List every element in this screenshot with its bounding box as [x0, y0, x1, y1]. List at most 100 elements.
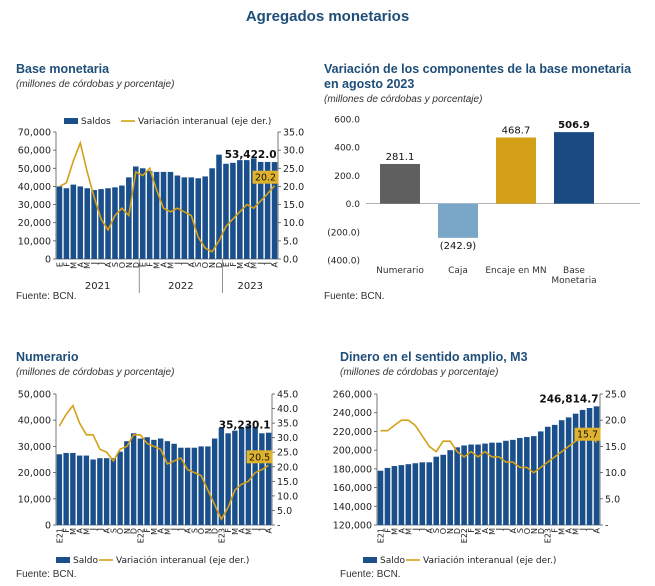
y-tick-label-right: 35.0 — [277, 419, 298, 430]
x-tick-label: A — [509, 527, 518, 533]
x-tick-label: J — [90, 262, 99, 265]
y-tick-label-left: 30,000 — [18, 442, 51, 453]
bar — [517, 437, 523, 525]
x-tick-label: D — [215, 262, 224, 268]
legend-label-line: Variación interanual (eje der.) — [116, 555, 249, 566]
bar — [97, 458, 103, 525]
y-tick-label: 200.0 — [334, 172, 360, 182]
bar — [130, 433, 137, 525]
x-tick-label: M — [572, 528, 581, 535]
x-tick-label: E21 — [55, 528, 64, 543]
y-tick-label-right: 25.0 — [277, 448, 298, 459]
x-tick-label: M — [558, 528, 567, 535]
bar — [91, 190, 97, 259]
bar — [565, 417, 572, 525]
x-tick-label: D — [132, 262, 141, 268]
x-category-label: Encaje en MN — [485, 266, 546, 276]
y-tick-label-left: 50,000 — [18, 390, 51, 401]
y-tick-label-right: 15.0 — [283, 200, 304, 211]
chart-m3: 120,000 140,000 160,000 180,000 200,000 220,0… — [333, 390, 626, 567]
data-label: 506.9 — [558, 120, 590, 131]
y-tick-label-left: 240,000 — [333, 408, 372, 419]
y-tick-label-right: 25.0 — [283, 164, 304, 175]
chart-numerario: 0 10,000 20,000 30,000 40,000 50,000 - 5.0 10.0 1… — [18, 390, 298, 567]
bar — [438, 203, 478, 238]
x-tick-label: A — [593, 527, 602, 533]
y-tick-label-right: 20.0 — [283, 182, 304, 193]
x-tick-label: J — [418, 528, 427, 531]
panel-title-line1: Variación de los componentes de la base … — [324, 62, 632, 76]
y-tick-label-right: 10.0 — [283, 218, 304, 229]
x-tick-label: O — [116, 528, 125, 534]
y-tick-label-left: 0 — [45, 521, 51, 532]
panel-title: Base monetaria — [16, 62, 110, 76]
x-tick-label: J — [586, 528, 595, 531]
annotation-last-balance: 246,814.7 — [539, 393, 598, 405]
bar — [419, 462, 426, 525]
annotation-last-rate: 20.5 — [249, 452, 270, 463]
x-tick-label: N — [125, 262, 134, 268]
x-tick-label: F — [551, 528, 560, 533]
y-tick-label-left: 20,000 — [18, 218, 51, 229]
x-tick-label: F — [146, 262, 155, 267]
bar — [496, 442, 502, 525]
legend-swatch-bars — [64, 118, 78, 124]
panel-subtitle: (millones de córdobas y porcentaje) — [16, 79, 175, 90]
bar — [468, 444, 474, 525]
y-tick-label: 400.0 — [334, 144, 360, 154]
x-tick-label: F — [62, 528, 71, 533]
bar — [489, 442, 495, 525]
bar — [454, 447, 460, 525]
bar — [56, 454, 63, 525]
x-tick-label: M — [236, 262, 245, 269]
x-tick-label: M — [390, 528, 399, 535]
x-tick-label: A — [76, 527, 85, 533]
line-series — [58, 403, 270, 521]
x-tick-label: E — [139, 262, 148, 267]
line-series — [59, 140, 276, 253]
x-tick-label: E — [222, 262, 231, 267]
bar — [510, 439, 516, 525]
y-tick-label-left: 60,000 — [18, 146, 51, 157]
panel-m3: Dinero en el sentido amplio, M3 (millone… — [340, 350, 640, 586]
bar — [209, 168, 215, 259]
bar — [232, 430, 238, 525]
bar — [119, 185, 125, 259]
chart-base-monetaria: 0 10,000 20,000 30,000 40,000 50,000 60,000 70,… — [18, 116, 304, 293]
x-tick-label: N — [123, 528, 132, 534]
y-tick-label-left: 40,000 — [18, 416, 51, 427]
year-label: 2021 — [85, 281, 110, 292]
bar — [225, 433, 231, 525]
data-label: 468.7 — [502, 126, 531, 137]
legend-label-bars: Saldos — [81, 117, 111, 127]
y-tick-label: (200.0) — [327, 228, 360, 238]
page-title: Agregados monetarios — [245, 8, 410, 25]
x-tick-label: M — [163, 528, 172, 535]
x-tick-label: S — [194, 262, 203, 267]
y-tick-label-left: 120,000 — [333, 521, 372, 532]
y-tick-label-right: 15.0 — [605, 442, 626, 453]
x-tick-label: J — [251, 528, 260, 531]
x-tick-label: A — [104, 261, 113, 267]
bar — [157, 438, 164, 525]
y-tick-label-right: - — [277, 521, 280, 532]
x-category-label: Base — [563, 266, 585, 276]
legend-label-bars: Saldo — [380, 556, 405, 566]
x-tick-label: F — [229, 262, 238, 267]
bar — [384, 467, 391, 525]
data-label: (242.9) — [440, 241, 477, 252]
bar — [440, 454, 446, 525]
panel-title: Dinero en el sentido amplio, M3 — [340, 350, 528, 364]
x-tick-label: M — [244, 528, 253, 535]
y-tick-label: 0.0 — [346, 200, 361, 210]
bar — [84, 188, 90, 259]
y-tick-label-right: 0.0 — [283, 255, 298, 266]
annotation-last-rate-box — [246, 450, 273, 464]
x-tick-label: F — [143, 528, 152, 533]
x-tick-label: A — [565, 527, 574, 533]
y-tick-label-right: 20.0 — [277, 462, 298, 473]
x-tick-label: J — [411, 528, 420, 531]
bar — [70, 184, 77, 259]
y-tick-label-right: 10.0 — [277, 491, 298, 502]
x-tick-label: A — [397, 527, 406, 533]
